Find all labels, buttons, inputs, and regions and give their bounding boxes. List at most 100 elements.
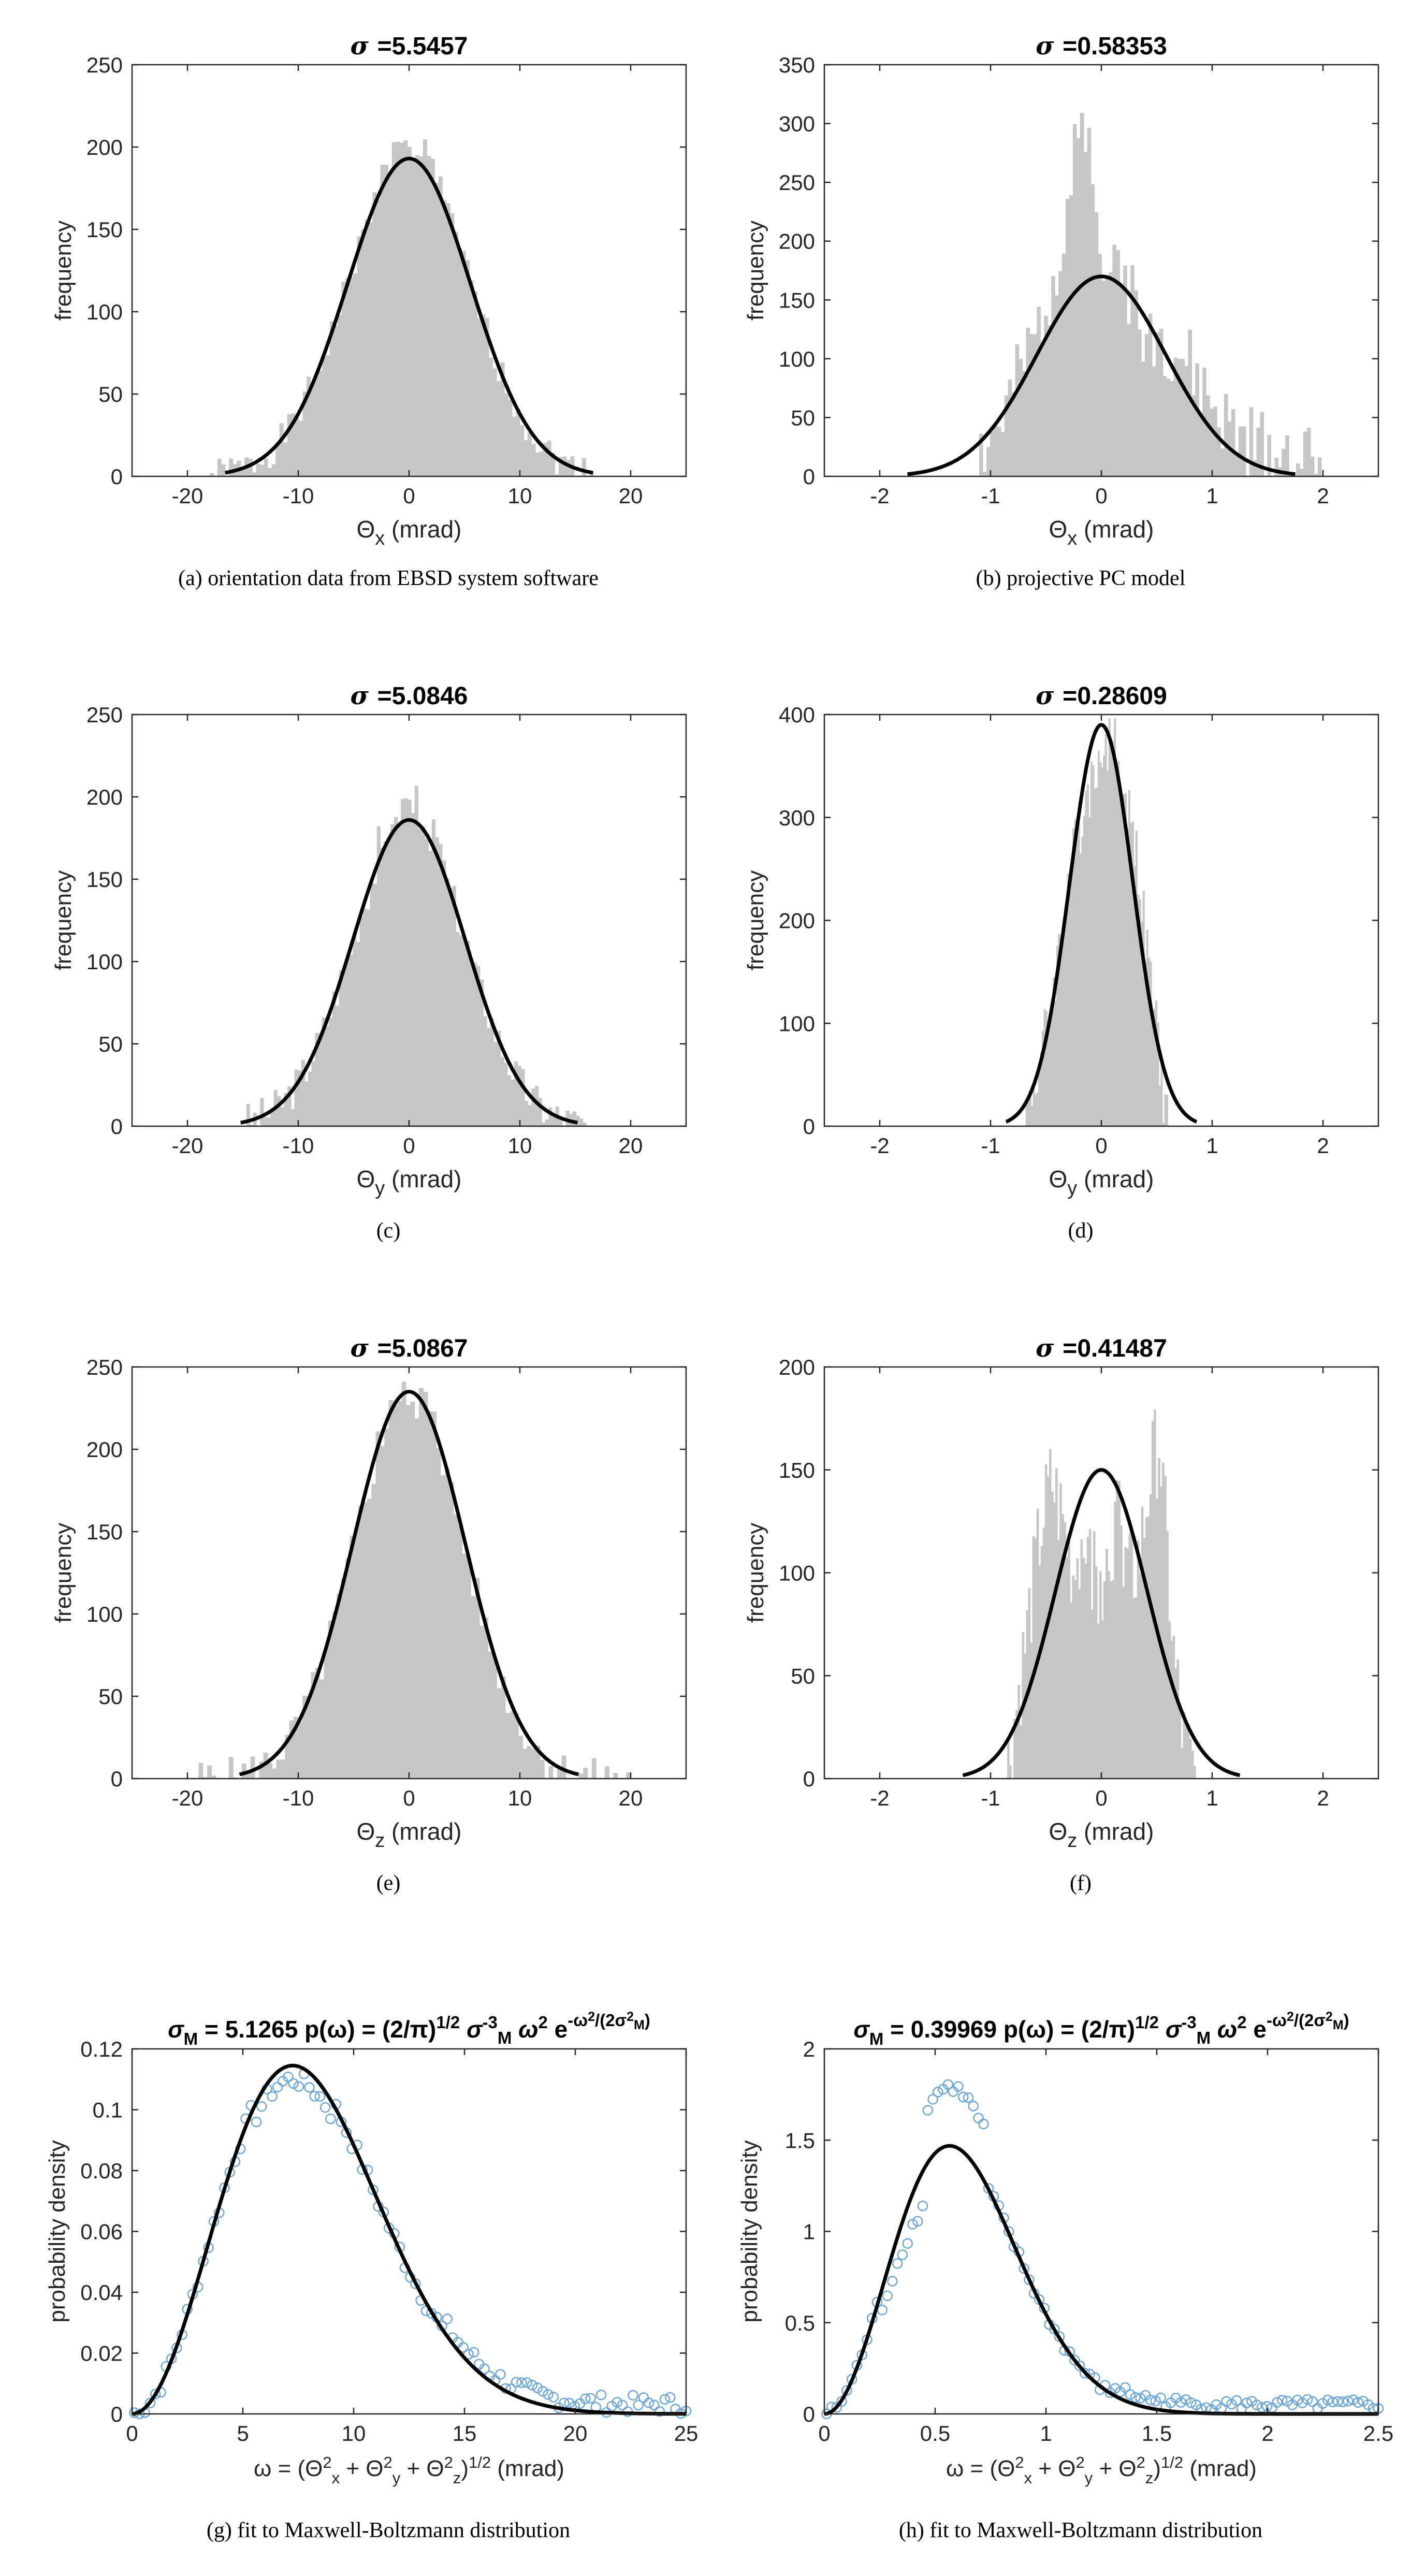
- panel-caption: (c): [376, 1219, 401, 1243]
- panel-caption: (a) orientation data from EBSD system so…: [178, 566, 599, 590]
- title-part: /(2σ: [595, 2011, 627, 2030]
- histogram-bar: [207, 1765, 212, 1779]
- scatter-point: [1125, 2389, 1136, 2400]
- title-part: σ: [460, 2016, 483, 2043]
- scatter-point: [644, 2397, 654, 2408]
- scatter-point: [288, 2078, 299, 2089]
- histogram-bar: [558, 457, 563, 476]
- title-value: =5.0867: [377, 1335, 468, 1362]
- x-axis-label-sub: x: [1067, 528, 1077, 549]
- y-tick-label: 200: [779, 1355, 815, 1379]
- fit-curve: [239, 1390, 579, 1777]
- histogram-bar: [1090, 1609, 1094, 1779]
- histogram-bar: [1056, 945, 1058, 1126]
- scatter-point: [267, 2091, 278, 2102]
- histogram-bar: [1191, 395, 1196, 476]
- histogram-bar: [1120, 1525, 1123, 1779]
- histogram-bar: [384, 1428, 389, 1779]
- histogram-bar: [438, 176, 443, 477]
- histogram-bar: [1103, 1581, 1106, 1779]
- histogram-bar: [246, 1771, 251, 1779]
- histogram-bar: [1123, 265, 1127, 476]
- y-axis-label: frequency: [51, 870, 76, 970]
- histogram-bar: [528, 1105, 532, 1126]
- title-part: 2: [1237, 2013, 1246, 2032]
- histogram-bar: [1094, 789, 1096, 1126]
- histogram-bar: [500, 362, 505, 476]
- y-tick-label: 150: [86, 1520, 123, 1544]
- histogram-bar: [256, 463, 260, 476]
- y-tick-label: 0: [111, 2402, 123, 2426]
- histogram-bar: [576, 1115, 580, 1126]
- histogram-bar: [500, 1057, 504, 1126]
- histogram-bar: [1011, 392, 1016, 476]
- histogram-bar: [516, 409, 520, 476]
- x-axis-label: Θz (mrad): [356, 1818, 461, 1852]
- x-axis-label-part: ω = (Θ: [946, 2456, 1015, 2481]
- histogram-bar: [250, 1756, 255, 1779]
- scatter-point: [479, 2363, 490, 2375]
- histogram-bar: [1027, 1100, 1030, 1126]
- histogram-bar: [545, 1119, 549, 1126]
- y-tick-label: 0.08: [80, 2159, 123, 2183]
- tick-marks: [132, 714, 686, 1127]
- histogram-bar: [1035, 1095, 1037, 1126]
- y-tick-label: 100: [86, 1602, 123, 1626]
- histogram-bar: [1088, 817, 1091, 1126]
- histogram-bar: [353, 273, 358, 476]
- y-tick-label: 300: [779, 806, 815, 830]
- histogram-bar: [1166, 379, 1171, 476]
- title-part: = 0.39969 p(ω) = (2/π): [883, 2016, 1135, 2043]
- title-part: 2: [588, 2010, 595, 2024]
- histogram-bar: [1162, 1462, 1165, 1779]
- histogram-bar: [1127, 324, 1131, 476]
- histogram-bar: [329, 321, 334, 476]
- y-axis-label: probability density: [45, 2140, 70, 2322]
- histogram-bar: [1051, 1003, 1053, 1126]
- histogram-bar: [446, 203, 450, 476]
- histogram-bar: [1082, 1558, 1085, 1779]
- y-axis-label: frequency: [51, 1523, 76, 1623]
- histogram-bar: [1044, 315, 1048, 476]
- histogram-bar: [419, 156, 424, 476]
- histogram-bar: [505, 1713, 510, 1779]
- histogram-bar: [302, 391, 307, 476]
- histogram-bar: [279, 423, 284, 476]
- histogram-bar: [390, 824, 395, 1126]
- y-tick-label: 100: [779, 347, 815, 371]
- x-tick-label: 0: [403, 1786, 415, 1810]
- scatter-point: [521, 2377, 532, 2388]
- scatter-point: [978, 2118, 989, 2130]
- x-tick-label: 0: [126, 2421, 138, 2446]
- histogram-bars: [1007, 1409, 1196, 1779]
- histogram-bar: [260, 1098, 264, 1126]
- y-tick-label: 250: [779, 170, 815, 195]
- histogram-bar: [436, 1448, 441, 1779]
- x-tick-label: -1: [981, 484, 1000, 508]
- histogram-bar: [442, 860, 446, 1126]
- histogram-bar: [384, 165, 388, 477]
- histogram-bar: [1116, 250, 1120, 476]
- histogram-bar: [1160, 1486, 1162, 1779]
- histogram-bar: [1093, 1531, 1096, 1779]
- histogram-bar: [1150, 961, 1152, 1126]
- x-tick-label: -20: [172, 484, 203, 508]
- histogram-bar: [307, 376, 311, 476]
- histogram-bar: [423, 139, 427, 476]
- scatter-point: [836, 2396, 847, 2407]
- scatter-point: [1074, 2360, 1085, 2371]
- scatter-point: [319, 2102, 331, 2113]
- histogram-bar: [604, 1766, 609, 1779]
- histogram-bar: [1282, 448, 1286, 476]
- x-tick-label: 2: [1317, 484, 1329, 508]
- x-axis-label-sub: z: [375, 1830, 385, 1852]
- histogram-bar: [1051, 276, 1055, 476]
- histogram-bar: [1306, 428, 1311, 476]
- histogram-bar: [1149, 1494, 1152, 1779]
- histogram-bar: [1317, 457, 1322, 476]
- y-axis-label: frequency: [743, 221, 768, 321]
- histogram-bar: [314, 376, 319, 476]
- scatter-point: [272, 2082, 283, 2093]
- x-axis-label-main: Θ: [1049, 1818, 1067, 1845]
